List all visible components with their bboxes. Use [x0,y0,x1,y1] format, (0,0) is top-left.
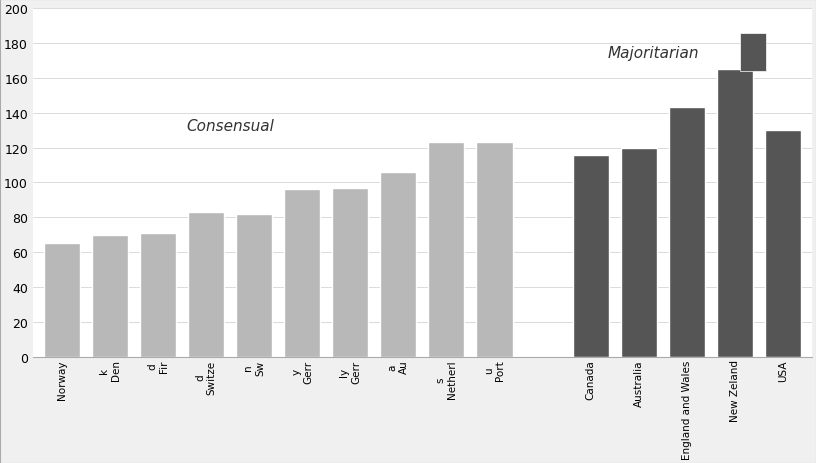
Bar [188,213,224,357]
Bar [140,233,176,357]
Bar [669,108,705,357]
Bar [765,131,801,357]
Text: Majoritarian: Majoritarian [607,46,699,61]
Bar [621,148,657,357]
Bar [332,188,368,357]
Bar [573,155,609,357]
Bar [92,235,128,357]
Text: Consensual: Consensual [186,119,274,134]
Bar [44,244,80,357]
FancyBboxPatch shape [740,33,766,72]
Bar [380,173,416,357]
Bar [236,214,272,357]
Bar [284,190,320,357]
Bar [717,70,753,357]
Bar [428,143,464,357]
Bar [477,143,512,357]
